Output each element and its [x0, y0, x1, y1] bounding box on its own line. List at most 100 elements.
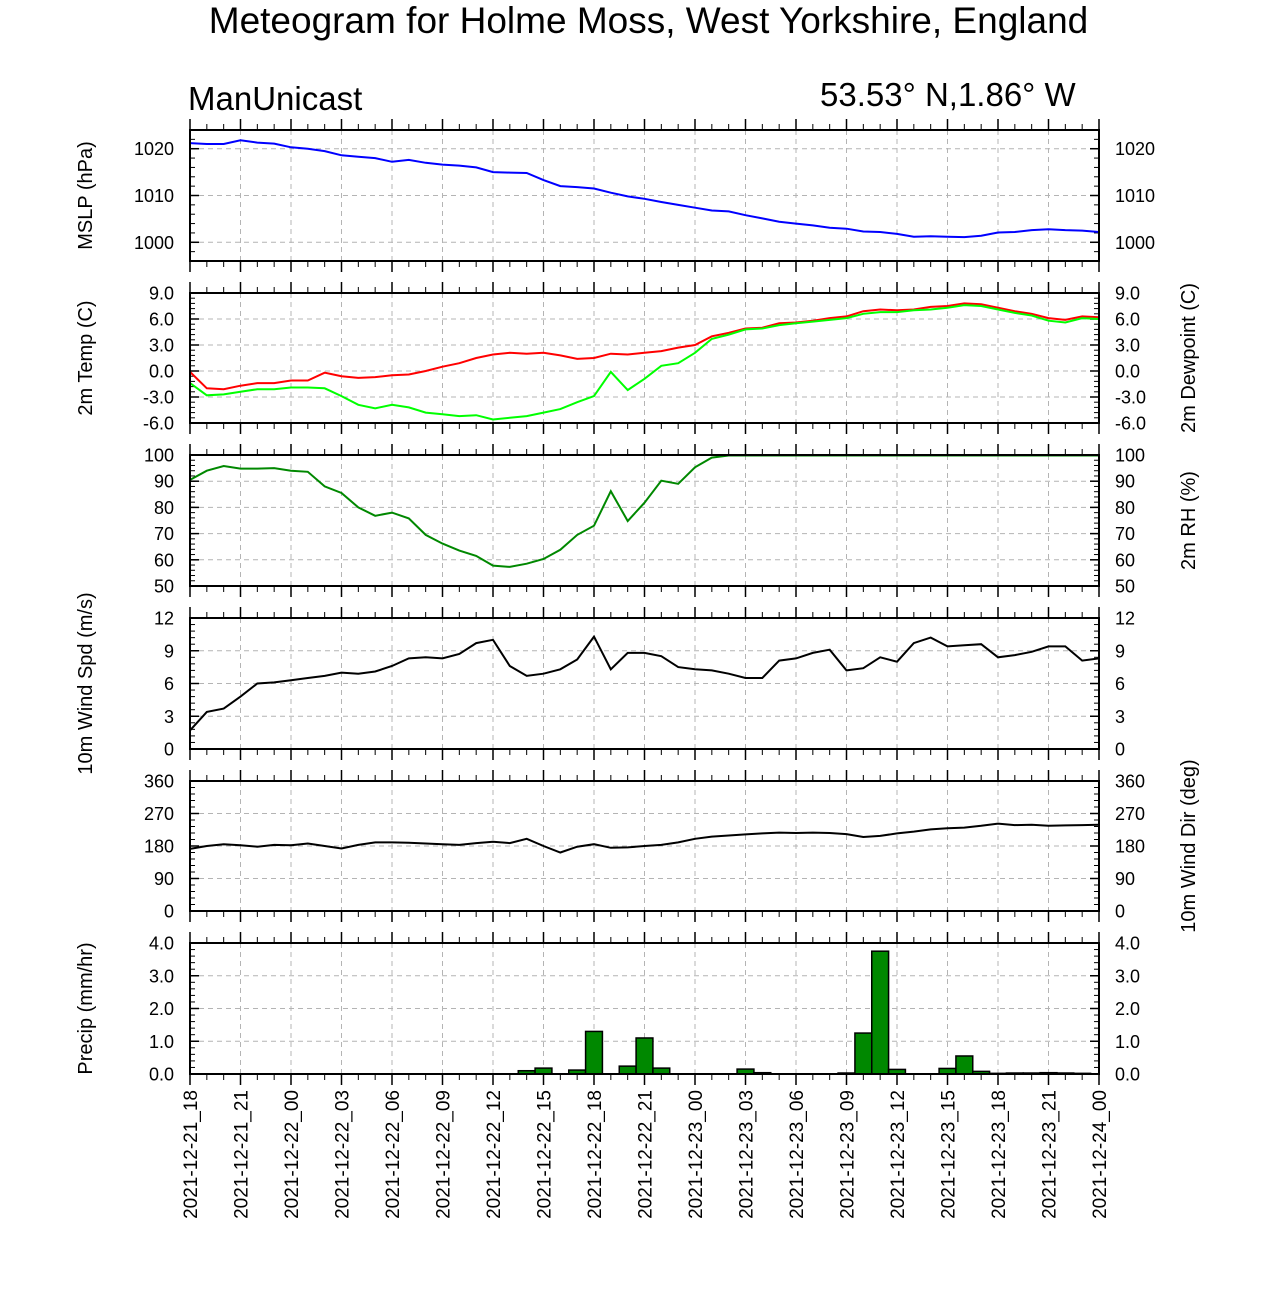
- y-axis-label-left: Precip (mm/hr): [75, 942, 97, 1074]
- series-line-1: [189, 634, 1100, 732]
- y-tick-label-right: 12: [1115, 609, 1135, 629]
- y-tick-label-right: 9: [1115, 641, 1125, 661]
- y-tick-label-left: 100: [144, 446, 174, 466]
- panel-2: -6.0 -6.0 -3.0 -3.0 0.0 0.0 3.0 3.0 6.0 6.0 9.0 9.0…: [75, 282, 1200, 434]
- y-tick-label-right: 3.0: [1115, 336, 1140, 356]
- y-tick-label-left: 0.0: [149, 1065, 174, 1085]
- panel-4: 0 0 3 3 6 6 9 9 12 12 10m Wind Spd (m/s): [75, 592, 1135, 774]
- y-tick-label-left: 0: [164, 902, 174, 922]
- y-tick-label-right: 90: [1115, 472, 1135, 492]
- y-tick-label-left: 0: [164, 740, 174, 760]
- y-tick-label-left: 60: [154, 550, 174, 570]
- x-tick-label: 2021-12-23_06: [787, 1090, 808, 1219]
- x-tick-label: 2021-12-23_18: [989, 1090, 1010, 1219]
- x-tick-label: 2021-12-23_03: [737, 1090, 758, 1219]
- y-tick-label-left: 9: [164, 641, 174, 661]
- panel-frame: [189, 780, 1100, 912]
- y-tick-label-left: 9.0: [149, 284, 174, 304]
- x-tick-label: 2021-12-22_09: [434, 1090, 455, 1219]
- y-tick-label-right: 4.0: [1115, 934, 1140, 954]
- y-tick-label-right: 50: [1115, 577, 1135, 597]
- series-line-1: [189, 302, 1100, 391]
- y-tick-label-left: 90: [154, 869, 174, 889]
- y-tick-label-left: 3.0: [149, 966, 174, 986]
- y-tick-label-right: 6: [1115, 674, 1125, 694]
- y-tick-label-left: 12: [154, 609, 174, 629]
- precip-bar: [871, 950, 890, 1075]
- y-tick-label-right: 360: [1115, 772, 1145, 792]
- y-tick-label-left: 3: [164, 707, 174, 727]
- y-tick-label-right: 1.0: [1115, 1032, 1140, 1052]
- y-axis-label-right: 10m Wind Dir (deg): [1178, 759, 1200, 932]
- y-tick-label-right: 0: [1115, 902, 1125, 922]
- y-tick-label-left: 360: [144, 772, 174, 792]
- y-tick-label-left: 4.0: [149, 934, 174, 954]
- x-tick-label: 2021-12-23_12: [888, 1090, 909, 1219]
- y-tick-label-left: 50: [154, 577, 174, 597]
- series-line-2: [189, 304, 1100, 421]
- y-tick-label-left: 70: [154, 524, 174, 544]
- y-tick-label-right: 1020: [1115, 139, 1155, 159]
- series-line-1: [189, 139, 1100, 239]
- y-tick-label-right: 90: [1115, 869, 1135, 889]
- y-tick-label-left: 1020: [134, 139, 174, 159]
- y-axis-label-right: 2m Dewpoint (C): [1178, 283, 1200, 433]
- y-tick-label-left: 90: [154, 472, 174, 492]
- panel-frame: [189, 129, 1100, 262]
- y-tick-label-right: 0.0: [1115, 1065, 1140, 1085]
- x-tick-label: 2021-12-22_15: [535, 1090, 556, 1219]
- model-name: ManUnicast: [188, 80, 363, 117]
- x-tick-label: 2021-12-23_09: [838, 1090, 859, 1219]
- panel-6: 0.0 0.0 1.0 1.0 2.0 2.0 3.0 3.0 4.0 4.0 Precip (mm…: [75, 932, 1140, 1085]
- x-tick-label: 2021-12-22_00: [282, 1090, 303, 1219]
- precip-bar: [618, 1065, 637, 1075]
- y-tick-label-left: 1010: [134, 186, 174, 206]
- x-tick-label: 2021-12-24_00: [1090, 1090, 1111, 1219]
- x-tick-label: 2021-12-23_15: [939, 1090, 960, 1219]
- y-tick-label-left: 1000: [134, 233, 174, 253]
- x-tick-label: 2021-12-21_18: [181, 1090, 202, 1219]
- y-axis-label-left: MSLP (hPa): [75, 141, 97, 250]
- precip-bar: [854, 1032, 873, 1075]
- y-tick-label-right: 70: [1115, 524, 1135, 544]
- y-tick-label-right: 6.0: [1115, 310, 1140, 330]
- x-tick-label: 2021-12-23_00: [686, 1090, 707, 1219]
- x-tick-label: 2021-12-22_21: [636, 1090, 657, 1219]
- y-tick-label-left: 270: [144, 804, 174, 824]
- y-tick-label-right: 1010: [1115, 186, 1155, 206]
- x-tick-label: 2021-12-22_12: [484, 1090, 505, 1219]
- y-tick-label-right: -3.0: [1115, 388, 1146, 408]
- precip-bar: [955, 1055, 974, 1075]
- y-tick-label-left: -6.0: [143, 414, 174, 434]
- panel-frame: [189, 454, 1100, 587]
- y-tick-label-left: 6.0: [149, 310, 174, 330]
- y-axis-label-left: 10m Wind Spd (m/s): [75, 592, 97, 774]
- panel-1: 1000 1000 1010 1010 1020 1020 MSLP (hPa): [75, 119, 1155, 272]
- panel-5: 0 0 90 90 180 180 270 270 360 360 10m Wind Dir (de…: [144, 759, 1200, 932]
- chart-title: Meteogram for Holme Moss, West Yorkshire…: [208, 0, 1089, 41]
- y-tick-label-right: 3.0: [1115, 966, 1140, 986]
- y-axis-label-right: 2m RH (%): [1178, 471, 1200, 570]
- y-tick-label-left: 0.0: [149, 362, 174, 382]
- y-tick-label-right: 80: [1115, 498, 1135, 518]
- panel-3: 50 50 60 60 70 70 80 80 90 90 100 100 2m RH (%): [144, 444, 1200, 597]
- y-tick-label-left: 3.0: [149, 336, 174, 356]
- x-tick-label: 2021-12-23_21: [1040, 1090, 1061, 1219]
- y-tick-label-left: -3.0: [143, 388, 174, 408]
- y-tick-label-right: 2.0: [1115, 999, 1140, 1019]
- y-tick-label-right: 9.0: [1115, 284, 1140, 304]
- y-tick-label-right: 270: [1115, 804, 1145, 824]
- x-tick-label: 2021-12-21_21: [232, 1090, 253, 1219]
- y-tick-label-left: 2.0: [149, 999, 174, 1019]
- y-tick-label-left: 1.0: [149, 1032, 174, 1052]
- panel-frame: [189, 942, 1100, 1075]
- location-coordinates: 53.53° N,1.86° W: [820, 76, 1076, 113]
- precip-bar: [635, 1037, 654, 1075]
- y-tick-label-right: 0: [1115, 740, 1125, 760]
- x-tick-label: 2021-12-22_06: [383, 1090, 404, 1219]
- y-tick-label-right: -6.0: [1115, 414, 1146, 434]
- y-axis-label-left: 2m Temp (C): [75, 300, 97, 415]
- y-tick-label-right: 60: [1115, 550, 1135, 570]
- panel-frame: [189, 617, 1100, 750]
